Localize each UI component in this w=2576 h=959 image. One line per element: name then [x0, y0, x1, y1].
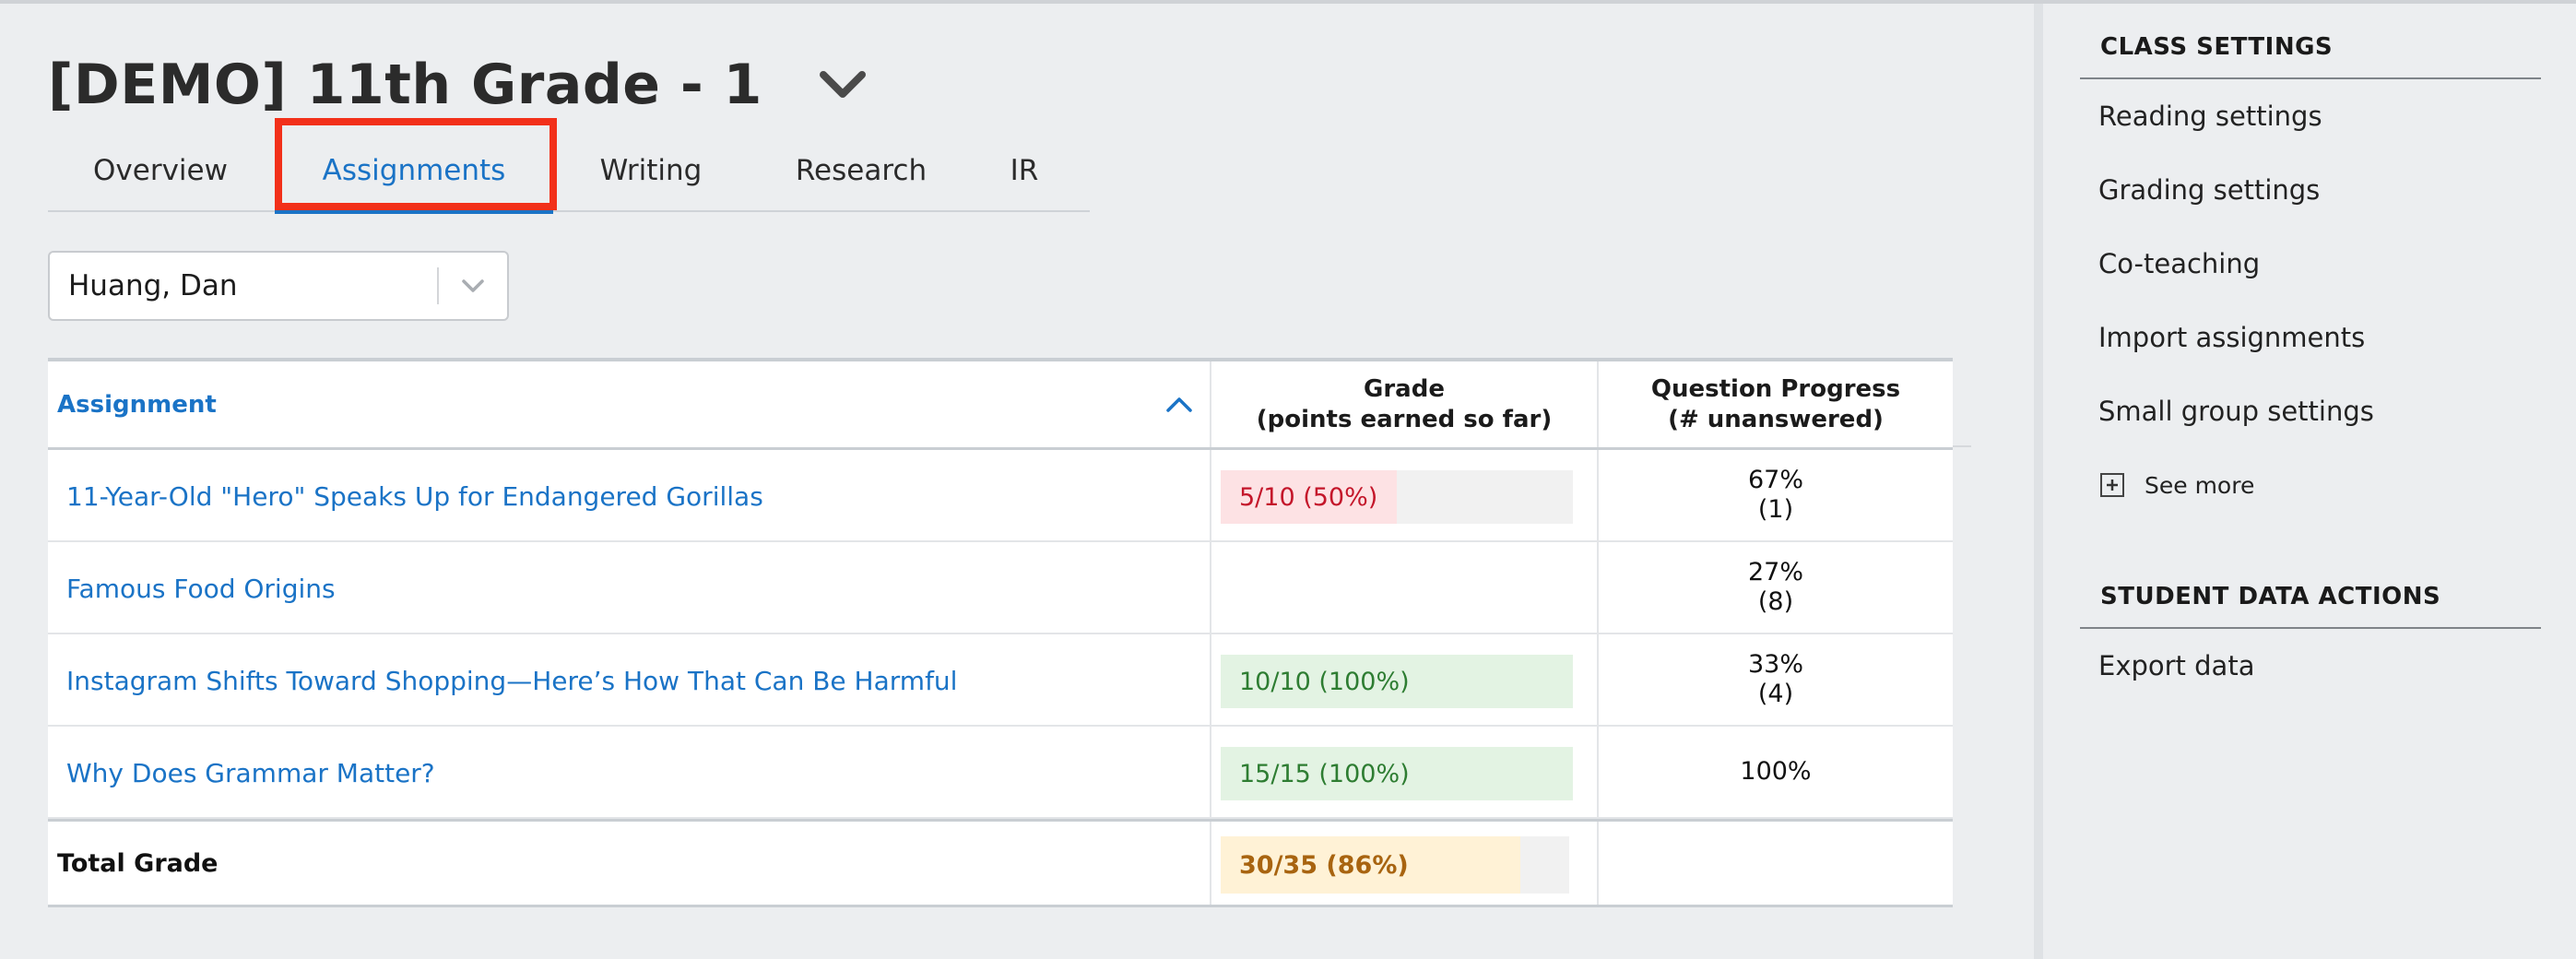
- question-progress: 27% (8): [1748, 558, 1803, 617]
- title-row: [DEMO] 11th Grade - 1: [48, 48, 868, 122]
- tab-research[interactable]: Research: [795, 154, 928, 187]
- grade-value: 15/15 (100%): [1239, 759, 1410, 788]
- grade-bar-fill: [1221, 655, 1573, 708]
- unanswered-count: (4): [1757, 680, 1794, 708]
- tab-overview[interactable]: Overview: [93, 154, 228, 187]
- assignment-link[interactable]: Famous Food Origins: [66, 574, 336, 604]
- assignment-column-header[interactable]: Assignment: [48, 361, 1211, 447]
- table-header-row: Assignment Grade (points earned so far) …: [48, 361, 1953, 450]
- see-more-label: See more: [2145, 471, 2255, 499]
- page-title: [DEMO] 11th Grade - 1: [48, 53, 762, 117]
- question-progress: 33% (4): [1748, 650, 1803, 709]
- student-select-value: Huang, Dan: [68, 269, 238, 302]
- progress-header-line1: Question Progress: [1650, 374, 1901, 403]
- total-grade-value: 30/35 (86%): [1239, 850, 1409, 880]
- student-data-actions-section: STUDENT DATA ACTIONS Export data: [2080, 553, 2541, 703]
- sidebar-item-small-group-settings[interactable]: Small group settings: [2098, 396, 2374, 427]
- grade-column-header: Grade (points earned so far): [1211, 361, 1599, 447]
- class-switcher-chevron-down-icon[interactable]: [818, 66, 868, 103]
- table-row: Famous Food Origins 27% (8): [48, 542, 1953, 634]
- sidebar-item-export-data[interactable]: Export data: [2098, 650, 2255, 681]
- header-rule-extension: [1953, 445, 1971, 447]
- assignment-link[interactable]: Why Does Grammar Matter?: [66, 758, 435, 788]
- sidebar-item-co-teaching[interactable]: Co-teaching: [2098, 248, 2261, 279]
- assignment-link[interactable]: 11-Year-Old "Hero" Speaks Up for Endange…: [66, 481, 763, 512]
- grade-bar: 10/10 (100%): [1221, 655, 1573, 708]
- progress-percent: 67%: [1747, 466, 1803, 494]
- question-progress: 100%: [1740, 757, 1811, 787]
- assignment-column-title[interactable]: Assignment: [57, 390, 217, 419]
- assignments-table: Assignment Grade (points earned so far) …: [48, 358, 1953, 907]
- table-row: Why Does Grammar Matter? 15/15 (100%) 10…: [48, 727, 1953, 819]
- class-settings-section: CLASS SETTINGS Reading settings Grading …: [2080, 4, 2541, 522]
- progress-column-header: Question Progress (# unanswered): [1599, 361, 1953, 447]
- grade-value: 5/10 (50%): [1239, 482, 1378, 512]
- progress-percent: 33%: [1747, 650, 1803, 679]
- chevron-up-icon[interactable]: [1164, 389, 1195, 420]
- unanswered-count: (8): [1757, 587, 1794, 616]
- unanswered-count: (1): [1757, 495, 1794, 524]
- select-separator: [437, 267, 439, 304]
- student-select[interactable]: Huang, Dan: [48, 251, 509, 321]
- tab-assignments[interactable]: Assignments: [275, 129, 553, 214]
- main-content: [DEMO] 11th Grade - 1 Overview Assignmen…: [48, 48, 1971, 907]
- sidebar-item-reading-settings[interactable]: Reading settings: [2098, 101, 2322, 132]
- progress-percent: 27%: [1747, 558, 1803, 586]
- table-row: Instagram Shifts Toward Shopping—Here’s …: [48, 634, 1953, 727]
- total-grade-row: Total Grade 30/35 (86%): [48, 819, 1953, 907]
- grade-bar: 15/15 (100%): [1221, 747, 1573, 800]
- progress-header-line2: (# unanswered): [1668, 405, 1884, 433]
- grade-bar-fill: [1221, 836, 1521, 894]
- grade-bar-fill: [1221, 470, 1397, 524]
- plus-square-icon: [2100, 473, 2124, 497]
- grade-bar: 5/10 (50%): [1221, 470, 1573, 524]
- tab-ir[interactable]: IR: [1010, 154, 1039, 187]
- class-settings-heading: CLASS SETTINGS: [2080, 4, 2541, 79]
- sidebar: CLASS SETTINGS Reading settings Grading …: [2034, 4, 2576, 959]
- total-progress-empty: [1599, 822, 1953, 905]
- total-grade-bar: 30/35 (86%): [1221, 836, 1569, 894]
- see-more-button[interactable]: See more: [2080, 448, 2541, 522]
- assignment-link[interactable]: Instagram Shifts Toward Shopping—Here’s …: [66, 666, 958, 696]
- sidebar-item-import-assignments[interactable]: Import assignments: [2098, 322, 2366, 353]
- student-data-actions-heading: STUDENT DATA ACTIONS: [2080, 553, 2541, 629]
- grade-bar-fill: [1221, 747, 1573, 800]
- grade-header-line1: Grade: [1364, 374, 1445, 403]
- grade-header-line2: (points earned so far): [1256, 405, 1553, 433]
- total-grade-label: Total Grade: [57, 848, 219, 878]
- grade-cell-empty: [1211, 542, 1599, 633]
- progress-percent: 100%: [1740, 757, 1812, 786]
- top-divider: [0, 0, 2576, 4]
- question-progress: 67% (1): [1748, 466, 1803, 525]
- tab-bar: Overview Assignments Writing Research IR: [48, 129, 1090, 214]
- sidebar-item-grading-settings[interactable]: Grading settings: [2098, 174, 2321, 206]
- tab-writing[interactable]: Writing: [599, 154, 703, 187]
- chevron-down-icon[interactable]: [439, 251, 507, 321]
- table-row: 11-Year-Old "Hero" Speaks Up for Endange…: [48, 450, 1953, 542]
- grade-value: 10/10 (100%): [1239, 667, 1410, 696]
